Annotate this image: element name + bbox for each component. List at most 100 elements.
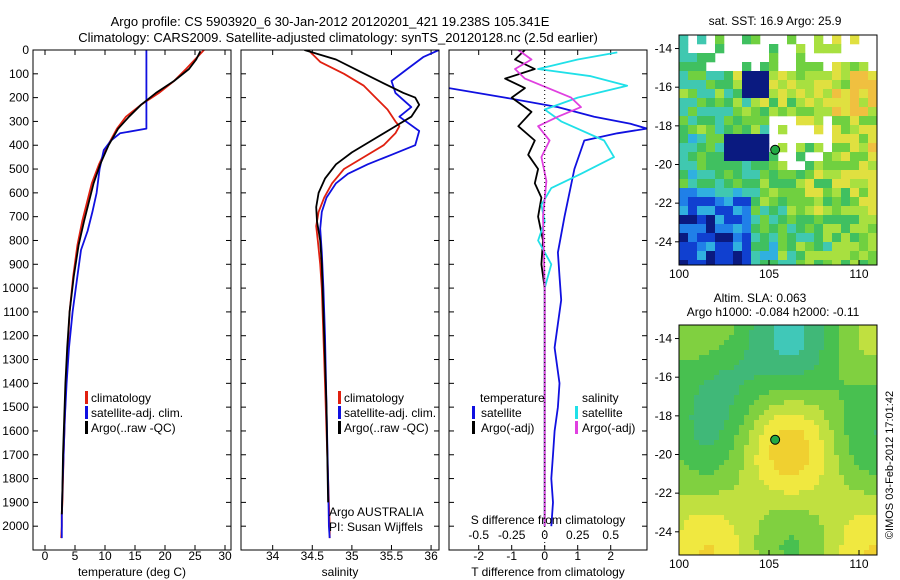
heatmap-cell bbox=[724, 525, 730, 531]
heatmap-cell bbox=[779, 485, 785, 491]
heatmap-cell bbox=[859, 480, 865, 486]
heatmap-cell bbox=[778, 80, 788, 90]
heatmap-cell bbox=[854, 545, 860, 551]
heatmap-cell bbox=[724, 260, 734, 265]
heatmap-cell bbox=[789, 370, 795, 376]
y-tick-label: 100 bbox=[9, 67, 29, 81]
heatmap-cell bbox=[774, 420, 780, 426]
heatmap-cell bbox=[874, 380, 877, 386]
heatmap-cell bbox=[754, 425, 760, 431]
heatmap-cell bbox=[744, 455, 750, 461]
heatmap-cell bbox=[854, 550, 860, 555]
legend-label-temp-satellite: satellite bbox=[481, 406, 522, 420]
heatmap-cell bbox=[814, 197, 824, 207]
heatmap-cell bbox=[839, 475, 845, 481]
heatmap-cell bbox=[874, 340, 877, 346]
heatmap-cell bbox=[694, 385, 700, 391]
heatmap-cell bbox=[789, 530, 795, 536]
heatmap-cell bbox=[689, 480, 695, 486]
heatmap-cell bbox=[759, 550, 765, 555]
heatmap-cell bbox=[809, 395, 815, 401]
heatmap-cell bbox=[769, 89, 779, 99]
heatmap-cell bbox=[814, 170, 824, 180]
heatmap-cell bbox=[814, 415, 820, 421]
heatmap-cell bbox=[787, 89, 797, 99]
heatmap-cell bbox=[724, 380, 730, 386]
heatmap-cell bbox=[824, 480, 830, 486]
heatmap-cell bbox=[684, 510, 690, 516]
heatmap-cell bbox=[688, 206, 698, 216]
heatmap-cell bbox=[724, 430, 730, 436]
heatmap-cell bbox=[759, 505, 765, 511]
heatmap-cell bbox=[769, 495, 775, 501]
heatmap-cell bbox=[774, 490, 780, 496]
heatmap-cell bbox=[715, 215, 725, 225]
heatmap-cell bbox=[774, 405, 780, 411]
heatmap-cell bbox=[844, 380, 850, 386]
heatmap-cell bbox=[850, 197, 860, 207]
heatmap-cell bbox=[688, 260, 698, 265]
heatmap-cell bbox=[789, 545, 795, 551]
argo-location-marker bbox=[770, 434, 781, 445]
heatmap-cell bbox=[854, 480, 860, 486]
heatmap-cell bbox=[694, 330, 700, 336]
heatmap-cell bbox=[799, 435, 805, 441]
heatmap-cell bbox=[804, 445, 810, 451]
heatmap-cell bbox=[724, 330, 730, 336]
heatmap-cell bbox=[684, 400, 690, 406]
heatmap-cell bbox=[774, 505, 780, 511]
heatmap-cell bbox=[729, 375, 735, 381]
heatmap-cell bbox=[784, 540, 790, 546]
heatmap-cell bbox=[688, 53, 698, 63]
heatmap-cell bbox=[749, 395, 755, 401]
heatmap-cell bbox=[679, 390, 685, 396]
heatmap-cell bbox=[859, 370, 865, 376]
heatmap-cell bbox=[699, 395, 705, 401]
heatmap-cell bbox=[824, 385, 830, 391]
heatmap-cell bbox=[749, 400, 755, 406]
heatmap-cell bbox=[784, 345, 790, 351]
heatmap-cell bbox=[809, 350, 815, 356]
heatmap-cell bbox=[697, 188, 707, 198]
heatmap-cell bbox=[754, 445, 760, 451]
heatmap-cell bbox=[689, 420, 695, 426]
heatmap-cell bbox=[824, 400, 830, 406]
heatmap-cell bbox=[794, 475, 800, 481]
heatmap-cell bbox=[819, 380, 825, 386]
heatmap-cell bbox=[784, 340, 790, 346]
heatmap-cell bbox=[823, 242, 833, 252]
heatmap-cell bbox=[824, 465, 830, 471]
heatmap-cell bbox=[774, 390, 780, 396]
heatmap-cell bbox=[764, 425, 770, 431]
heatmap-cell bbox=[819, 485, 825, 491]
heatmap-cell bbox=[694, 450, 700, 456]
heatmap-cell bbox=[859, 500, 865, 506]
heatmap-cell bbox=[729, 510, 735, 516]
sst-map-panel: 100 105 110-24-22-20-18-16-14 bbox=[655, 35, 877, 281]
heatmap-cell bbox=[774, 515, 780, 521]
heatmap-cell bbox=[784, 415, 790, 421]
heatmap-cell bbox=[724, 360, 730, 366]
heatmap-cell bbox=[724, 107, 734, 117]
heatmap-cell bbox=[859, 470, 865, 476]
heatmap-cell bbox=[868, 179, 877, 189]
heatmap-cell bbox=[704, 505, 710, 511]
heatmap-cell bbox=[789, 500, 795, 506]
heatmap-cell bbox=[684, 530, 690, 536]
heatmap-cell bbox=[829, 395, 835, 401]
heatmap-cell bbox=[729, 535, 735, 541]
heatmap-cell bbox=[714, 455, 720, 461]
heatmap-cell bbox=[859, 206, 869, 216]
heatmap-cell bbox=[729, 455, 735, 461]
legend-swatch-climatology bbox=[85, 391, 88, 404]
heatmap-cell bbox=[724, 520, 730, 526]
heatmap-cell bbox=[832, 206, 842, 216]
y-tick-label: 1700 bbox=[2, 448, 29, 462]
heatmap-cell bbox=[751, 170, 761, 180]
heatmap-cell bbox=[794, 435, 800, 441]
heatmap-cell bbox=[849, 455, 855, 461]
heatmap-cell bbox=[829, 365, 835, 371]
heatmap-cell bbox=[749, 390, 755, 396]
heatmap-cell bbox=[769, 405, 775, 411]
heatmap-cell bbox=[832, 116, 842, 126]
